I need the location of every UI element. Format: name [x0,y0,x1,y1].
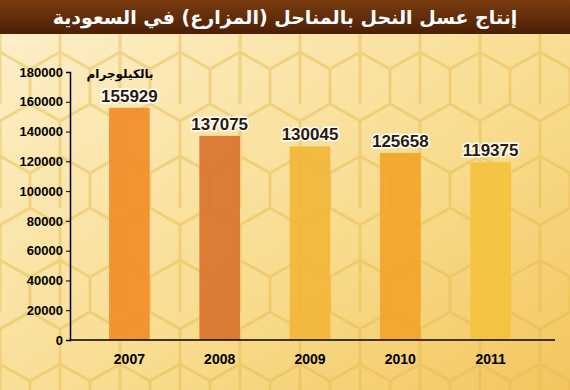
y-tick-mark [66,310,70,311]
x-tick: 2009 [294,351,325,367]
bar [470,162,511,340]
data-labels: 155929 137075 130045 125658 119375 [101,87,518,160]
title: إنتاج عسل النحل بالمناحل (المزارع) في ال… [53,6,518,29]
y-tick: 160000 [20,94,70,109]
y-axis: 0 20000 40000 60000 80000 100000 120000 140000 1… [20,65,71,348]
y-tick-label: 40000 [27,273,63,288]
y-axis-line [66,73,71,341]
y-tick-label: 180000 [20,65,63,80]
y-tick-mark [66,251,70,252]
honeycomb [0,0,570,390]
y-tick-mark [66,340,70,341]
y-tick-label: 20000 [27,303,63,318]
x-tick: 2008 [204,351,235,367]
x-tick: 2007 [114,351,145,367]
y-tick-mark [66,72,70,73]
x-tick: 2010 [385,351,416,367]
y-tick: 120000 [20,154,70,169]
title-banner [0,0,570,34]
bar [109,108,150,340]
y-tick: 0 [56,333,70,348]
y-tick-label: 100000 [20,184,63,199]
x-tick: 2011 [475,351,506,367]
data-label: 130045 [282,125,339,144]
data-label: 155929 [101,87,158,106]
y-tick: 100000 [20,184,70,199]
bar [380,153,421,340]
y-tick-label: 60000 [27,243,63,258]
y-tick-mark [66,280,70,281]
y-tick: 180000 [20,65,70,80]
background [0,0,570,390]
bar [290,146,331,340]
y-tick-mark [66,132,70,133]
x-axis-line [70,339,555,341]
x-tick-label: 2009 [294,351,325,367]
y-tick: 20000 [27,303,70,318]
y-tick-mark [66,161,70,162]
y-tick-mark [66,102,70,103]
y-tick-label: 160000 [20,94,63,109]
y-tick-label: 140000 [20,124,63,139]
y-tick: 80000 [27,214,70,229]
y-axis-title: بالكيلوجرام [87,67,154,82]
x-tick-label: 2010 [385,351,416,367]
chart: إنتاج عسل النحل بالمناحل (المزارع) في ال… [0,0,570,390]
data-label: 125658 [372,132,429,151]
bar [199,136,240,340]
y-tick: 40000 [27,273,70,288]
x-tick-label: 2011 [475,351,506,367]
data-label: 137075 [191,115,248,134]
bars [109,108,511,340]
x-tick-label: 2007 [114,351,145,367]
y-tick-mark [66,191,70,192]
x-axis: 2007 2008 2009 2010 2011 [70,340,555,367]
y-tick-label: 80000 [27,214,63,229]
y-tick: 140000 [20,124,70,139]
y-tick: 60000 [27,243,70,258]
x-tick-label: 2008 [204,351,235,367]
data-label: 119375 [463,141,519,160]
y-tick-mark [66,221,70,222]
y-tick-label: 0 [56,333,63,348]
y-tick-label: 120000 [20,154,63,169]
